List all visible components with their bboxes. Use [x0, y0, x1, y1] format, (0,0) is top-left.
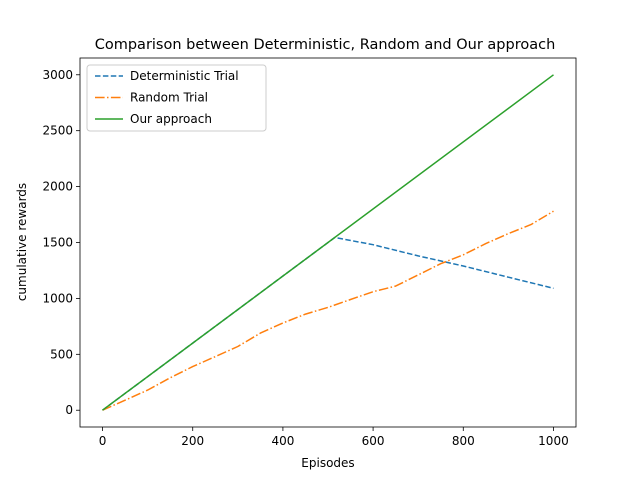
x-tick-label: 1000: [538, 434, 569, 448]
series-line-0: [102, 236, 554, 411]
y-tick-label: 3000: [42, 68, 73, 82]
y-tick-label: 1000: [42, 291, 73, 305]
chart-title: Comparison between Deterministic, Random…: [95, 37, 556, 53]
y-tick-label: 2500: [42, 124, 73, 138]
plot-area: [102, 74, 554, 411]
y-tick-label: 500: [50, 347, 73, 361]
legend-label-1: Random Trial: [130, 91, 208, 105]
x-tick-label: 400: [271, 434, 294, 448]
legend: Deterministic Trial Random Trial Our appro…: [86, 64, 267, 132]
y-tick-label: 2000: [42, 180, 73, 194]
x-axis-label: Episodes: [301, 456, 354, 470]
y-tick-label: 0: [65, 403, 73, 417]
x-tick-label: 200: [181, 434, 204, 448]
legend-label-0: Deterministic Trial: [130, 69, 239, 83]
axes: 0 200 400 600 800 1000 0 500 1000 1500 2000 2500 300…: [42, 57, 577, 448]
x-tick-label: 600: [362, 434, 385, 448]
series-line-1: [102, 210, 554, 411]
y-axis-label: cumulative rewards: [15, 183, 29, 301]
x-tick-label: 0: [99, 434, 107, 448]
legend-box: [86, 64, 267, 132]
legend-label-2: Our approach: [130, 112, 212, 126]
y-tick-label: 1500: [42, 236, 73, 250]
x-tick-label: 800: [452, 434, 475, 448]
series-line-2: [102, 74, 554, 411]
